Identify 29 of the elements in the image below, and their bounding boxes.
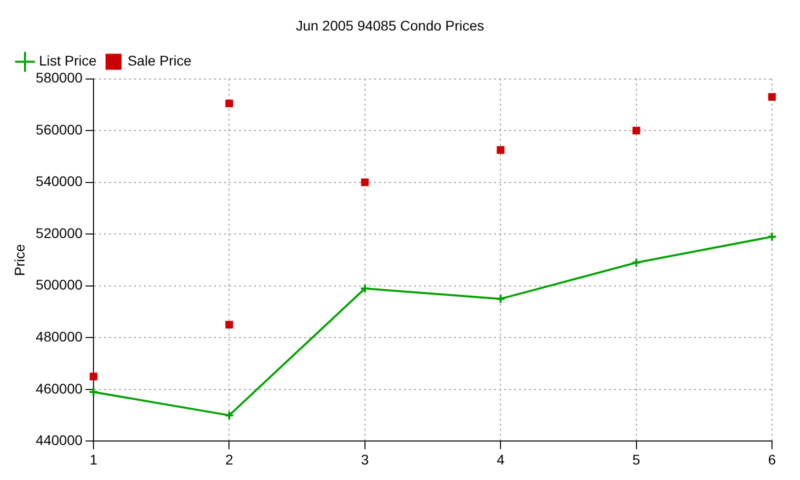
point <box>360 283 370 294</box>
y-tick-label: 480000 <box>36 328 83 345</box>
y-tick-label: 580000 <box>36 70 83 86</box>
point <box>361 178 369 186</box>
x-tick-label: 6 <box>768 451 776 468</box>
point <box>225 320 234 329</box>
x-tick-label: 2 <box>225 451 234 468</box>
y-tick-label: 560000 <box>36 121 83 138</box>
y-tick-label: 520000 <box>36 224 83 241</box>
point <box>496 146 504 154</box>
point <box>496 294 506 304</box>
legend-label: Sale Price <box>128 52 192 69</box>
y-tick-label: 460000 <box>36 380 83 396</box>
point <box>768 93 776 101</box>
point <box>631 258 642 268</box>
y-tick-label: 440000 <box>36 432 83 448</box>
point <box>224 410 234 420</box>
legend-label: List Price <box>39 52 97 69</box>
x-tick-label: 5 <box>632 451 640 468</box>
x-tick-label: 3 <box>361 451 370 468</box>
chart-title: Jun 2005 94085 Condo Prices <box>296 17 484 34</box>
y-tick-label: 500000 <box>36 276 83 293</box>
point <box>225 100 234 108</box>
x-tick-label: 1 <box>90 451 98 468</box>
y-axis-title: Price <box>11 244 28 276</box>
y-tick-label: 540000 <box>36 173 83 190</box>
point <box>632 126 640 134</box>
point <box>90 372 98 380</box>
x-tick-label: 4 <box>496 451 505 468</box>
